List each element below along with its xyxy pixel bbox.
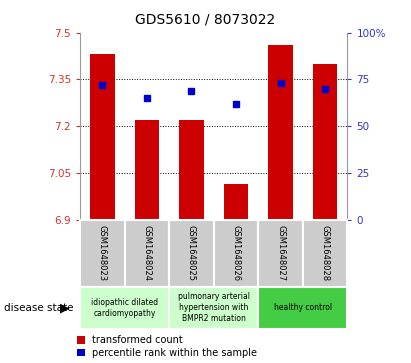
Bar xyxy=(303,220,347,287)
Text: healthy control: healthy control xyxy=(274,303,332,312)
Text: disease state: disease state xyxy=(4,303,74,313)
Bar xyxy=(224,184,248,220)
Text: GSM1648023: GSM1648023 xyxy=(98,225,107,281)
Bar xyxy=(214,220,258,287)
Bar xyxy=(80,287,169,329)
Bar xyxy=(179,120,204,220)
Text: GDS5610 / 8073022: GDS5610 / 8073022 xyxy=(135,13,276,27)
Bar xyxy=(90,54,115,220)
Bar xyxy=(258,287,347,329)
Bar xyxy=(80,220,125,287)
Text: idiopathic dilated
cardiomyopathy: idiopathic dilated cardiomyopathy xyxy=(91,298,158,318)
Bar xyxy=(268,45,293,220)
Bar xyxy=(125,220,169,287)
Text: GSM1648026: GSM1648026 xyxy=(231,225,240,281)
Bar xyxy=(169,287,258,329)
Text: GSM1648028: GSM1648028 xyxy=(321,225,330,281)
Bar xyxy=(258,220,303,287)
Text: GSM1648024: GSM1648024 xyxy=(143,225,151,281)
Text: ▶: ▶ xyxy=(60,301,70,314)
Text: pulmonary arterial
hypertension with
BMPR2 mutation: pulmonary arterial hypertension with BMP… xyxy=(178,292,250,323)
Bar xyxy=(135,120,159,220)
Bar xyxy=(169,220,214,287)
Bar xyxy=(313,64,337,220)
Text: GSM1648027: GSM1648027 xyxy=(276,225,285,281)
Text: GSM1648025: GSM1648025 xyxy=(187,225,196,281)
Legend: transformed count, percentile rank within the sample: transformed count, percentile rank withi… xyxy=(77,335,257,358)
